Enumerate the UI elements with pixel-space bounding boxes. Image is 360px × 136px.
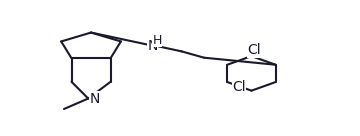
Text: Cl: Cl bbox=[247, 43, 261, 57]
Text: H: H bbox=[153, 34, 162, 47]
Text: Cl: Cl bbox=[232, 80, 246, 94]
Text: N: N bbox=[89, 92, 100, 106]
Text: N: N bbox=[89, 92, 100, 106]
Text: N: N bbox=[89, 92, 100, 106]
Text: N: N bbox=[147, 39, 158, 53]
